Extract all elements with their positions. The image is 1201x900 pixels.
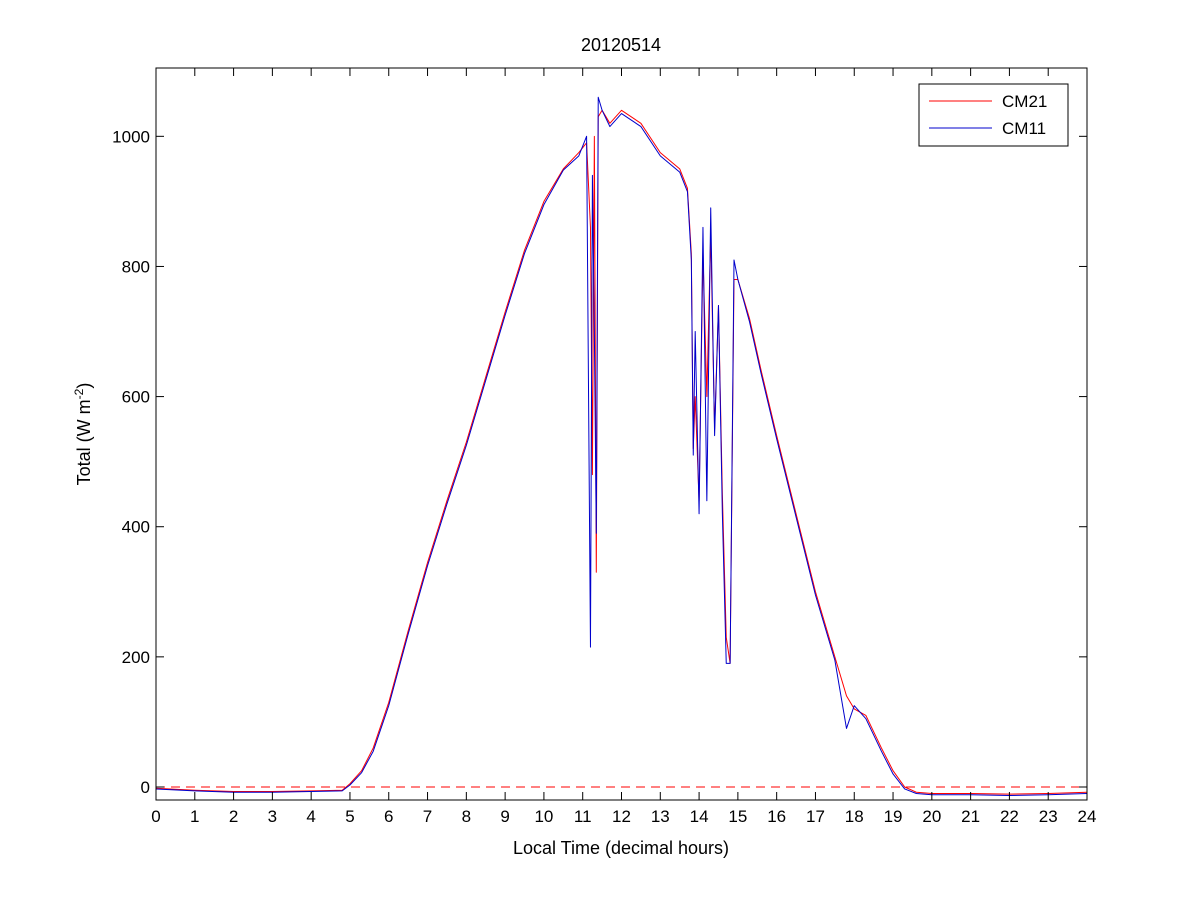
x-tick-label: 12	[612, 807, 631, 826]
series-line-cm11	[156, 96, 1087, 796]
x-tick-label: 1	[190, 807, 199, 826]
x-tick-label: 15	[728, 807, 747, 826]
x-tick-label: 3	[268, 807, 277, 826]
x-tick-label: 20	[922, 807, 941, 826]
x-tick-label: 24	[1078, 807, 1097, 826]
x-tick-label: 7	[423, 807, 432, 826]
series-line-cm21	[156, 109, 1087, 795]
legend: CM21 CM11	[918, 83, 1069, 147]
x-tick-label: 9	[500, 807, 509, 826]
y-tick-label: 600	[122, 388, 150, 407]
x-tick-label: 4	[306, 807, 315, 826]
y-tick-label: 1000	[112, 127, 150, 146]
x-tick-label: 5	[345, 807, 354, 826]
x-tick-label: 17	[806, 807, 825, 826]
x-tick-label: 21	[961, 807, 980, 826]
x-tick-label: 16	[767, 807, 786, 826]
x-tick-label: 22	[1000, 807, 1019, 826]
y-axis-label: Total (W m-2)	[72, 383, 94, 486]
legend-label-cm11: CM11	[1002, 119, 1046, 138]
x-tick-label: 8	[462, 807, 471, 826]
y-tick-label: 800	[122, 257, 150, 276]
x-axis-label: Local Time (decimal hours)	[513, 838, 729, 858]
x-tick-label: 10	[534, 807, 553, 826]
x-tick-label: 14	[690, 807, 709, 826]
x-tick-label: 19	[884, 807, 903, 826]
legend-box	[918, 83, 1069, 147]
x-tick-label: 23	[1039, 807, 1058, 826]
x-tick-label: 18	[845, 807, 864, 826]
y-tick-label: 400	[122, 518, 150, 537]
x-tick-label: 2	[229, 807, 238, 826]
y-axis-label-main: Total (W m	[74, 399, 94, 485]
legend-label-cm21: CM21	[1002, 92, 1047, 111]
x-tick-label: 6	[384, 807, 393, 826]
x-tick-label: 0	[151, 807, 160, 826]
chart-title: 20120514	[581, 35, 661, 55]
y-tick-label: 0	[141, 778, 150, 797]
x-tick-label: 13	[651, 807, 670, 826]
x-tick-label: 11	[574, 807, 592, 826]
y-axis-label-end: )	[74, 383, 94, 389]
y-tick-label: 200	[122, 648, 150, 667]
y-axis-label-sup: -2	[72, 388, 86, 399]
